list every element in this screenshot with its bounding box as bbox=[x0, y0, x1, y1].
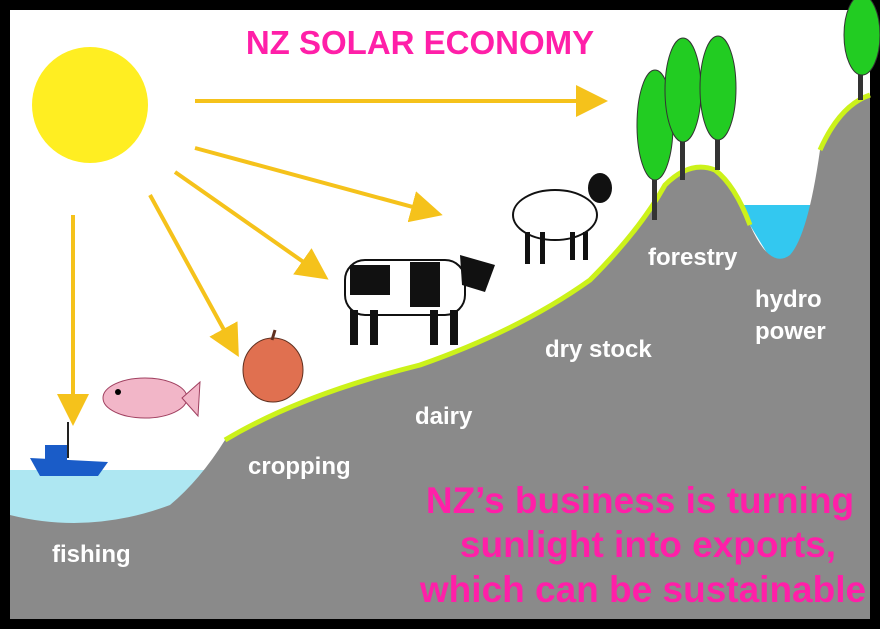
label: cropping bbox=[248, 453, 351, 480]
label: hydro bbox=[755, 286, 822, 313]
page: {"header": {"title": "NZ SOLAR ECONOMY"}… bbox=[0, 0, 880, 629]
sun bbox=[32, 47, 148, 163]
label: fishing bbox=[52, 541, 131, 568]
caption-line: sunlight into exports, bbox=[460, 524, 836, 565]
title: NZ SOLAR ECONOMY bbox=[246, 24, 594, 61]
caption-line: NZ’s business is turning bbox=[426, 480, 854, 521]
caption-line: which can be sustainable bbox=[419, 569, 866, 610]
label: dry stock bbox=[545, 336, 652, 363]
label: forestry bbox=[648, 244, 738, 271]
diagram: NZ SOLAR ECONOMY fishing cropping dairy … bbox=[0, 0, 880, 629]
label: power bbox=[755, 318, 826, 345]
label: dairy bbox=[415, 403, 473, 430]
